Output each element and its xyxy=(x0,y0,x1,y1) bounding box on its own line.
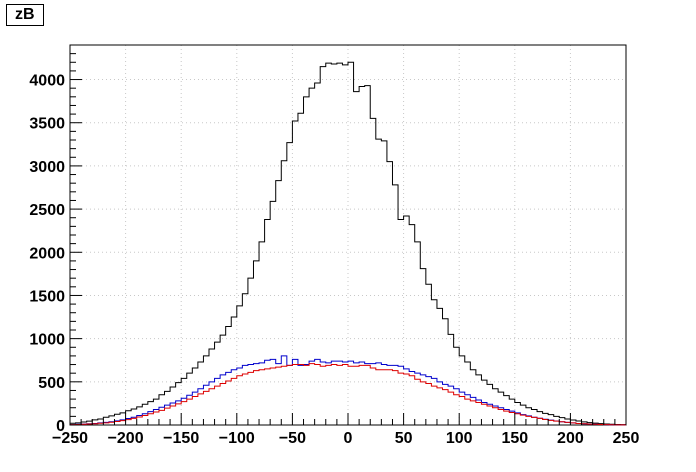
y-tick-label: 2000 xyxy=(29,245,65,262)
x-tick-label: −50 xyxy=(279,430,306,447)
chart-title: zB xyxy=(6,4,44,26)
y-tick-label: 2500 xyxy=(29,202,65,219)
x-tick-label: −150 xyxy=(163,430,199,447)
y-tick-label: 4000 xyxy=(29,73,65,90)
grid-lines xyxy=(70,45,626,425)
tick-labels: −250 −200 −150 −100 −50 0 50 100 150 200 250050010… xyxy=(29,73,639,447)
x-tick-label: −250 xyxy=(52,430,88,447)
series-0-histogram xyxy=(70,61,626,426)
x-tick-label: 250 xyxy=(613,430,640,447)
x-tick-label: 0 xyxy=(344,430,353,447)
series-layer xyxy=(70,61,626,426)
y-tick-label: 500 xyxy=(38,375,65,392)
x-tick-label: 150 xyxy=(501,430,528,447)
x-tick-label: 50 xyxy=(395,430,413,447)
x-tick-label: −200 xyxy=(108,430,144,447)
x-tick-label: 200 xyxy=(557,430,584,447)
y-tick-label: 3000 xyxy=(29,159,65,176)
y-tick-label: 3500 xyxy=(29,116,65,133)
x-tick-label: 100 xyxy=(446,430,473,447)
y-tick-label: 0 xyxy=(56,418,65,435)
series-2-histogram xyxy=(70,363,626,426)
axis-ticks xyxy=(69,44,627,426)
y-tick-label: 1000 xyxy=(29,332,65,349)
x-tick-label: −100 xyxy=(219,430,255,447)
y-tick-label: 1500 xyxy=(29,288,65,305)
